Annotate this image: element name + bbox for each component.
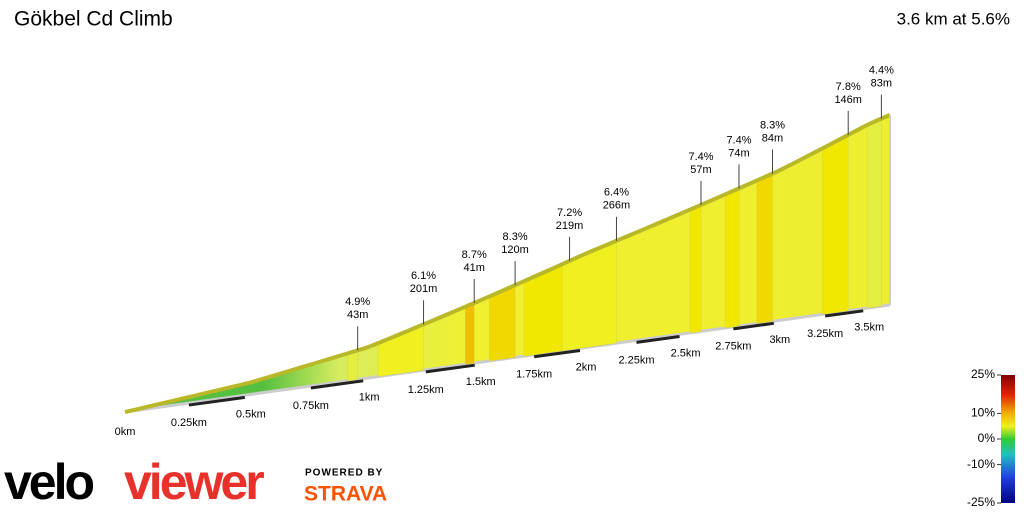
profile-face: [124, 114, 891, 413]
length-label: 266m: [603, 200, 631, 212]
length-label: 120m: [501, 244, 529, 256]
grade-label: 7.4%: [688, 151, 713, 163]
colorbar-label: 25%: [971, 367, 995, 381]
grade-label: 8.3%: [760, 119, 785, 131]
x-tick-label: 1.75km: [516, 369, 552, 381]
grade-label: 6.4%: [604, 187, 629, 199]
x-tick-label: 1.5km: [466, 376, 496, 388]
tick-dash: [636, 335, 680, 344]
grade-label: 7.8%: [836, 81, 861, 93]
tick-dash: [310, 379, 364, 390]
length-label: 84m: [762, 132, 783, 144]
grade-segment: [689, 204, 702, 334]
tick-dash: [188, 395, 246, 407]
length-label: 83m: [871, 78, 892, 90]
length-label: 219m: [556, 220, 584, 232]
x-tick-label: 3.25km: [807, 328, 843, 340]
x-tick-label: 2.25km: [618, 354, 654, 366]
grade-label: 6.1%: [411, 270, 436, 282]
colorbar-label: 10%: [971, 406, 995, 420]
tick-dash: [733, 321, 775, 331]
grade-segment: [866, 118, 882, 309]
grade-label: 7.4%: [726, 134, 751, 146]
length-label: 201m: [410, 283, 438, 295]
length-label: 43m: [347, 309, 368, 321]
grade-segment: [724, 188, 740, 329]
x-tick-label: 2.5km: [671, 347, 701, 359]
subtitle: 3.6 km at 5.6%: [897, 9, 1010, 28]
title: Gökbel Cd Climb: [14, 8, 173, 31]
x-tick-label: 3km: [769, 334, 790, 346]
strava: STRAVA: [304, 483, 387, 506]
logo-velo: velo: [4, 454, 94, 510]
x-tick-label: 2km: [576, 361, 597, 373]
grade-label: 4.4%: [869, 65, 894, 77]
grade-label: 4.9%: [345, 296, 370, 308]
x-tick-label: 0km: [115, 426, 136, 438]
length-label: 41m: [464, 262, 485, 274]
colorbar: [1001, 375, 1015, 503]
length-label: 57m: [690, 164, 711, 176]
colorbar-label: -25%: [967, 495, 995, 509]
logo-viewer: viewer: [124, 454, 264, 510]
grade-label: 8.3%: [503, 231, 528, 243]
powered-by: POWERED BY: [305, 468, 383, 479]
colorbar-label: -10%: [967, 457, 995, 471]
tick-dash: [425, 363, 475, 374]
grade-segment: [561, 240, 617, 352]
grade-segment: [756, 173, 773, 324]
length-label: 146m: [834, 94, 862, 106]
x-tick-label: 0.5km: [236, 408, 266, 420]
profile-top: [124, 113, 891, 414]
x-tick-label: 3.5km: [854, 322, 884, 334]
x-tick-label: 2.75km: [715, 341, 751, 353]
x-tick-label: 1.25km: [408, 384, 444, 396]
grade-segment: [465, 302, 475, 365]
length-label: 74m: [728, 147, 749, 159]
grade-segment: [822, 134, 849, 315]
tick-dash: [824, 309, 864, 318]
x-tick-label: 0.75km: [293, 400, 329, 412]
x-tick-label: 1km: [359, 392, 380, 404]
x-tick-label: 0.25km: [171, 417, 207, 429]
grade-label: 8.7%: [462, 249, 487, 261]
colorbar-label: 0%: [978, 431, 996, 445]
profile: [124, 94, 892, 414]
tick-dash: [533, 348, 581, 359]
grade-label: 7.2%: [557, 207, 582, 219]
